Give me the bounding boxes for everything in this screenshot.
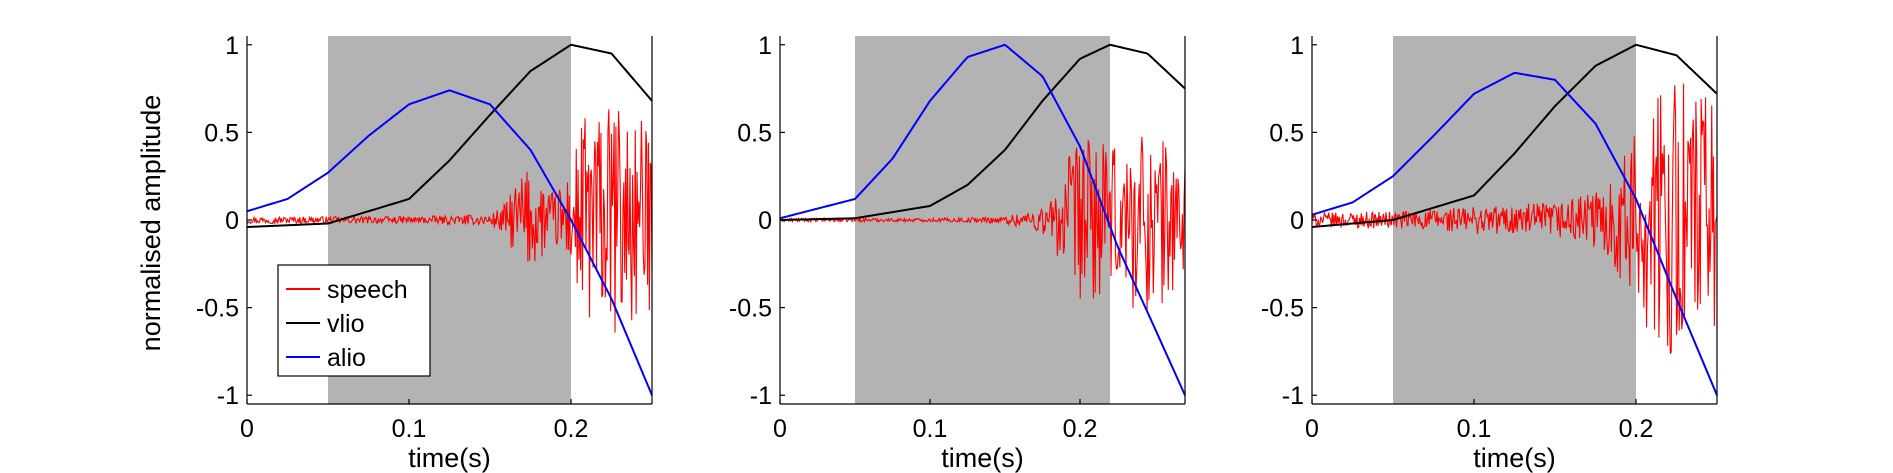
y-tick-label: -1 [217,382,239,410]
chart-panel-1: -1 -0.5 0 0.5 1 0 0.1 0.2 time(s) speech vlio alio [196,32,653,473]
speech-series [246,109,653,333]
x-tick-label: 0.1 [392,415,427,443]
legend-label-vlio: vlio [327,310,365,338]
y-tick-label: -0.5 [196,295,239,323]
y-tick-label: -1 [1282,382,1304,410]
x-tick-label: 0 [240,415,254,443]
legend-label-speech: speech [327,276,408,304]
x-tick-label: 0 [1305,415,1319,443]
y-tick-label: 1 [758,32,772,60]
y-tick-label: 0.5 [204,119,239,147]
x-tick-label: 0.2 [1063,415,1098,443]
x-axis-label: time(s) [408,443,491,473]
vlio-series [246,43,653,229]
x-axis-label: time(s) [1473,443,1556,473]
chart-panel-2: -1 -0.5 0 0.5 1 0 0.1 0.2 time(s) [729,32,1186,473]
x-tick-label: 0.2 [1619,415,1654,443]
y-tick-label: 1 [225,32,239,60]
x-tick-label: 0 [773,415,787,443]
x-tick-label: 0.1 [913,415,948,443]
legend-label-alio: alio [327,344,366,372]
chart-panel-3: -1 -0.5 0 0.5 1 0 0.1 0.2 time(s) [1261,32,1718,473]
y-tick-label: -0.5 [1261,295,1304,323]
speech-series [1311,83,1718,355]
x-tick-label: 0.1 [1457,415,1492,443]
speech-series [779,136,1186,310]
vlio-series [779,43,1186,221]
x-axis-label: time(s) [941,443,1024,473]
y-tick-label: 0 [225,207,239,235]
y-tick-label: 1 [1290,32,1304,60]
alio-series [246,89,653,396]
y-axis-label: normalised amplitude [136,95,166,352]
alio-series [779,43,1186,396]
y-tick-label: 0.5 [737,119,772,147]
alio-series [1311,71,1718,396]
x-tick-label: 0.2 [554,415,589,443]
y-tick-label: -1 [750,382,772,410]
y-tick-label: 0 [1290,207,1304,235]
vlio-series [1311,43,1718,229]
legend: speech vlio alio [277,264,431,377]
y-tick-label: 0 [758,207,772,235]
y-tick-label: 0.5 [1269,119,1304,147]
y-tick-label: -0.5 [729,295,772,323]
